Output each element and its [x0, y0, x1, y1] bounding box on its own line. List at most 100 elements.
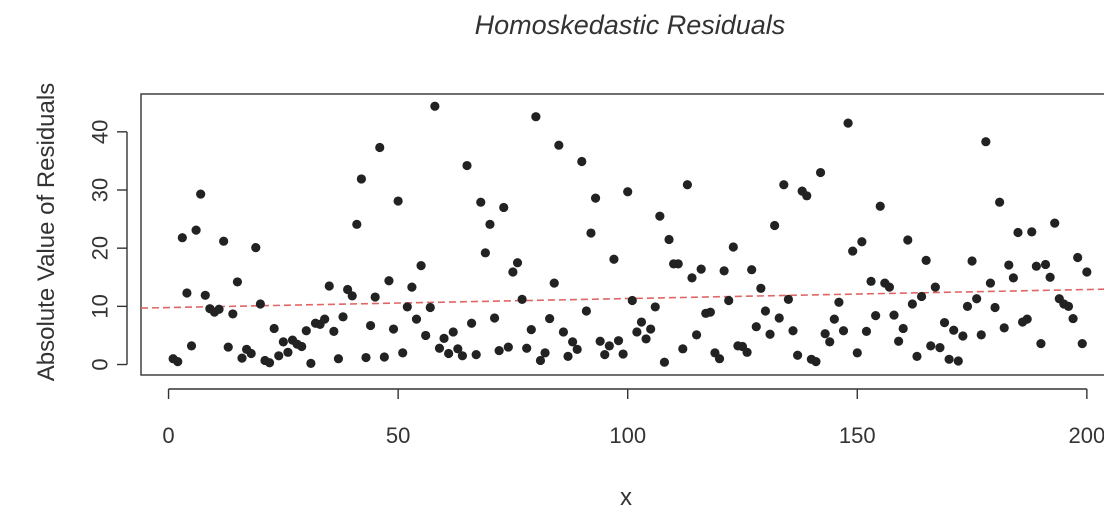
x-tick-label: 0	[162, 423, 174, 448]
data-point	[453, 344, 463, 354]
data-point	[558, 327, 569, 337]
x-tick-label: 150	[839, 423, 876, 448]
chart-title: Homoskedastic Residuals	[475, 10, 786, 40]
data-point	[770, 220, 780, 231]
data-point	[1027, 227, 1037, 237]
data-point	[650, 302, 660, 312]
data-point	[448, 327, 458, 337]
data-point	[939, 318, 950, 328]
data-point	[246, 348, 256, 359]
data-point	[1008, 273, 1018, 283]
data-point	[338, 312, 348, 322]
data-point	[508, 267, 518, 277]
data-point	[434, 343, 445, 353]
points-layer	[168, 101, 1092, 368]
data-point	[214, 304, 224, 314]
data-point	[1068, 313, 1078, 324]
y-tick-label: 40	[88, 120, 113, 144]
y-tick-label: 10	[88, 294, 113, 318]
data-point	[402, 302, 412, 312]
data-point	[590, 193, 601, 203]
data-point	[751, 322, 761, 332]
data-point	[177, 233, 187, 243]
data-point	[237, 353, 247, 363]
data-point	[829, 314, 839, 324]
data-point	[425, 302, 435, 313]
y-tick-label: 0	[88, 358, 113, 370]
data-point	[664, 234, 674, 245]
data-point	[480, 248, 490, 258]
data-point	[430, 101, 440, 111]
data-point	[747, 265, 757, 275]
x-axis: 0 50 100 150 200	[162, 388, 1104, 448]
data-point	[388, 324, 399, 334]
data-point	[283, 347, 293, 357]
data-point	[264, 358, 275, 368]
data-point	[1050, 218, 1060, 228]
data-point	[921, 255, 931, 265]
data-point	[1004, 260, 1014, 270]
data-point	[811, 357, 821, 367]
data-point	[393, 196, 403, 206]
data-point	[200, 290, 210, 300]
data-point	[618, 349, 628, 359]
data-point	[907, 299, 917, 309]
x-tick-label: 50	[386, 423, 410, 448]
data-point	[802, 191, 812, 201]
data-point	[1040, 259, 1051, 270]
data-point	[370, 292, 380, 302]
data-point	[439, 333, 449, 343]
data-point	[604, 341, 614, 351]
data-point	[792, 350, 803, 360]
data-point	[815, 167, 826, 178]
data-point	[471, 350, 481, 360]
data-point	[930, 282, 940, 292]
data-point	[705, 307, 715, 317]
data-point	[489, 313, 500, 323]
data-point	[788, 326, 798, 336]
data-point	[365, 320, 376, 331]
plot-frame	[140, 93, 1104, 376]
data-point	[627, 295, 637, 306]
data-point	[958, 331, 968, 341]
data-point	[995, 197, 1005, 207]
data-point	[191, 225, 201, 235]
data-point	[1036, 338, 1046, 349]
data-point	[609, 254, 619, 264]
data-point	[457, 351, 468, 361]
data-point	[871, 311, 881, 321]
x-tick-label: 100	[609, 423, 646, 448]
data-point	[875, 201, 885, 211]
data-point	[916, 291, 927, 302]
data-point	[361, 352, 371, 363]
data-point	[572, 344, 582, 355]
y-tick-label: 20	[88, 236, 113, 260]
data-point	[1013, 227, 1023, 238]
data-point	[636, 317, 647, 327]
data-point	[967, 256, 977, 266]
data-point	[696, 264, 706, 274]
data-point	[719, 266, 729, 276]
data-point	[981, 137, 991, 147]
data-point	[724, 295, 734, 306]
data-point	[398, 348, 408, 358]
data-point	[889, 310, 899, 320]
data-point	[269, 323, 279, 334]
data-point	[641, 334, 651, 344]
y-tick-label: 30	[88, 178, 113, 202]
data-point	[554, 140, 564, 150]
data-point	[1082, 267, 1092, 277]
y-axis: 0 10 20 30 40	[88, 120, 128, 371]
data-point	[857, 237, 867, 247]
data-point	[444, 348, 454, 359]
data-point	[278, 337, 288, 347]
data-point	[577, 156, 587, 167]
data-point	[600, 350, 610, 360]
data-point	[678, 344, 688, 354]
data-point	[182, 288, 192, 298]
data-point	[926, 341, 936, 351]
data-point	[379, 352, 389, 362]
data-point	[691, 330, 702, 340]
